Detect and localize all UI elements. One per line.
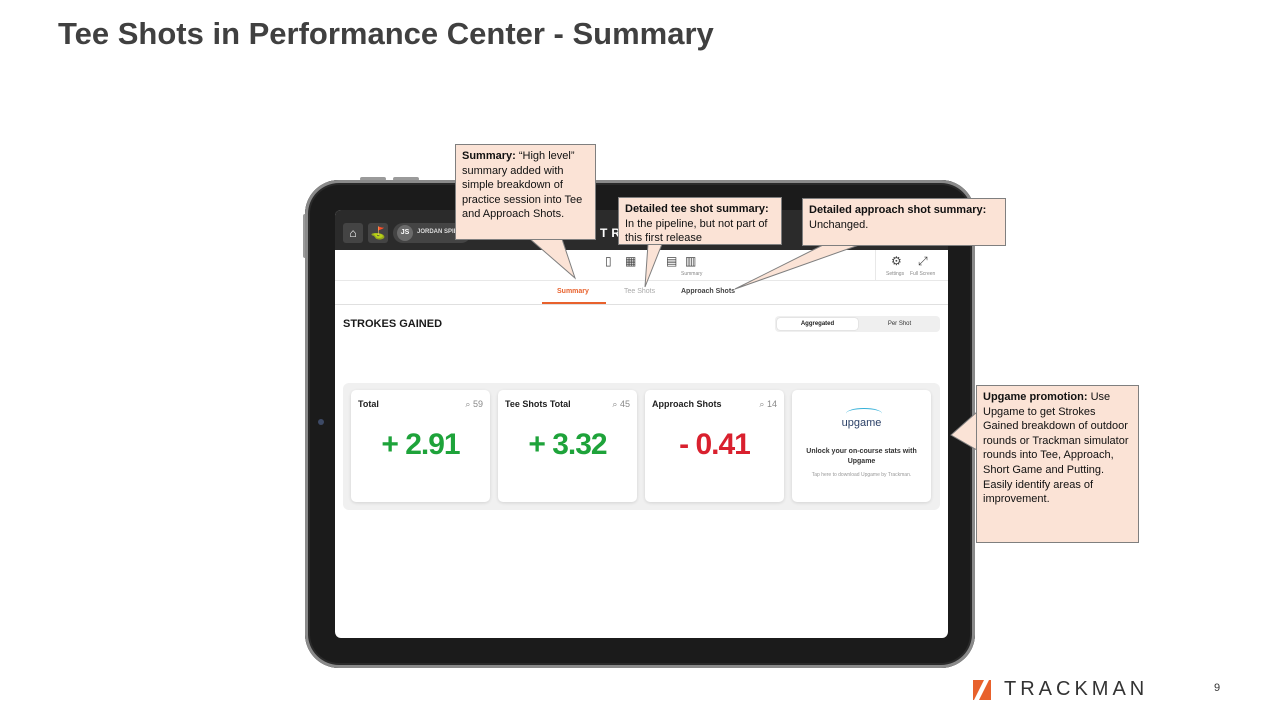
callout-body: “High level” summary added with simple b…	[462, 150, 583, 221]
home-icon[interactable]: ⌂	[343, 223, 363, 243]
aggregated-toggle-button[interactable]: Aggregated	[777, 318, 858, 330]
trackman-logo-icon	[973, 680, 991, 700]
summary-callout: Summary: “High level” summary added with…	[455, 144, 596, 240]
card-label: Approach Shots	[652, 399, 722, 409]
card-value: + 3.32	[528, 428, 607, 461]
tab-approach-shots[interactable]: Approach Shots	[681, 288, 736, 295]
shot-count: ⌕ 59	[465, 399, 483, 409]
shot-count: ⌕ 14	[759, 399, 777, 409]
tab-tee-shots[interactable]: Tee Shots	[624, 288, 656, 295]
shot-count: ⌕ 45	[612, 399, 630, 409]
footer-brand: TRACKMAN	[1004, 678, 1149, 700]
upgame-subtext: Tap here to download Upgame by Trackman.	[811, 472, 912, 478]
slide-title: Tee Shots in Performance Center - Summar…	[58, 16, 714, 51]
user-pill[interactable]: JS JORDAN SPIE	[393, 223, 471, 243]
card-label: Tee Shots Total	[505, 399, 571, 409]
callout-heading: Upgame promotion:	[983, 391, 1088, 403]
tablet-volume-button	[360, 177, 386, 181]
callout-heading: Detailed tee shot summary:	[625, 203, 769, 215]
callout-heading: Detailed approach shot summary:	[809, 204, 987, 216]
card-label: Total	[358, 399, 379, 409]
upgame-logo-arc	[846, 408, 882, 419]
card-value: - 0.41	[679, 428, 751, 461]
summary-icon-label: Summary	[681, 271, 703, 277]
scorecard-icon[interactable]: ▯	[605, 254, 612, 268]
per-shot-toggle-button[interactable]: Per Shot	[887, 321, 912, 327]
upgame-headline: Unlock your on-course stats with Upgame	[806, 448, 917, 465]
card-value: + 2.91	[381, 428, 460, 461]
total-card[interactable]: Total ⌕ 59 + 2.91	[351, 390, 490, 502]
grid-icon[interactable]: ▦	[625, 254, 637, 268]
toolbar-divider	[875, 250, 876, 280]
app-brand-logo: TR	[600, 226, 624, 240]
user-name: JORDAN SPIE	[417, 229, 458, 235]
approach-detail-callout: Detailed approach shot summary: Unchange…	[802, 198, 1006, 246]
section-title: STROKES GAINED	[343, 318, 443, 330]
settings-label: Settings	[886, 271, 905, 277]
avatar: JS	[397, 225, 413, 241]
upgame-callout: Upgame promotion: Use Upgame to get Stro…	[976, 385, 1139, 543]
fullscreen-icon[interactable]: ⤢	[918, 254, 928, 268]
table-icon[interactable]: ▤	[666, 254, 678, 268]
paperclip-icon: ⌕	[612, 399, 618, 409]
active-tab-indicator	[542, 302, 606, 304]
gear-icon[interactable]: ⚙	[891, 254, 902, 268]
range-icon[interactable]: ⛳	[368, 223, 388, 243]
paperclip-icon: ⌕	[759, 399, 765, 409]
approach-shots-card[interactable]: Approach Shots ⌕ 14 - 0.41	[645, 390, 784, 502]
toolbar: ▯ ▦ ▤ ▥ Summary ⚙ Settings ⤢ Full Screen	[335, 250, 948, 281]
paperclip-icon: ⌕	[465, 399, 471, 409]
tablet-volume-button	[393, 177, 419, 181]
view-toggle: Aggregated Per Shot	[775, 316, 940, 332]
callout-body: In the pipeline, but not part of this fi…	[625, 217, 768, 245]
callout-body: Unchanged.	[809, 218, 869, 231]
strokes-gained-cards: Total ⌕ 59 + 2.91 Tee Shots Total ⌕ 45 +…	[343, 383, 940, 510]
upgame-logo: upgame	[841, 417, 882, 429]
callout-body: Use Upgame to get Strokes Gained breakdo…	[983, 391, 1129, 506]
callout-heading: Summary:	[462, 150, 516, 162]
page-number: 9	[1214, 682, 1221, 694]
tab-bar: Summary Tee Shots Approach Shots	[335, 282, 948, 305]
upgame-promo-card[interactable]: upgame Unlock your on-course stats with …	[792, 390, 931, 502]
tab-summary[interactable]: Summary	[557, 288, 589, 295]
fullscreen-label: Full Screen	[910, 271, 936, 277]
tee-shots-card[interactable]: Tee Shots Total ⌕ 45 + 3.32	[498, 390, 637, 502]
tablet-camera	[318, 419, 324, 425]
tee-detail-callout: Detailed tee shot summary: In the pipeli…	[618, 197, 782, 245]
summary-chart-icon[interactable]: ▥	[685, 254, 697, 268]
tablet-screen: ⌂ ⛳ JS JORDAN SPIE TR ▯ ▦ ▤ ▥ Summary ⚙ …	[335, 210, 948, 638]
